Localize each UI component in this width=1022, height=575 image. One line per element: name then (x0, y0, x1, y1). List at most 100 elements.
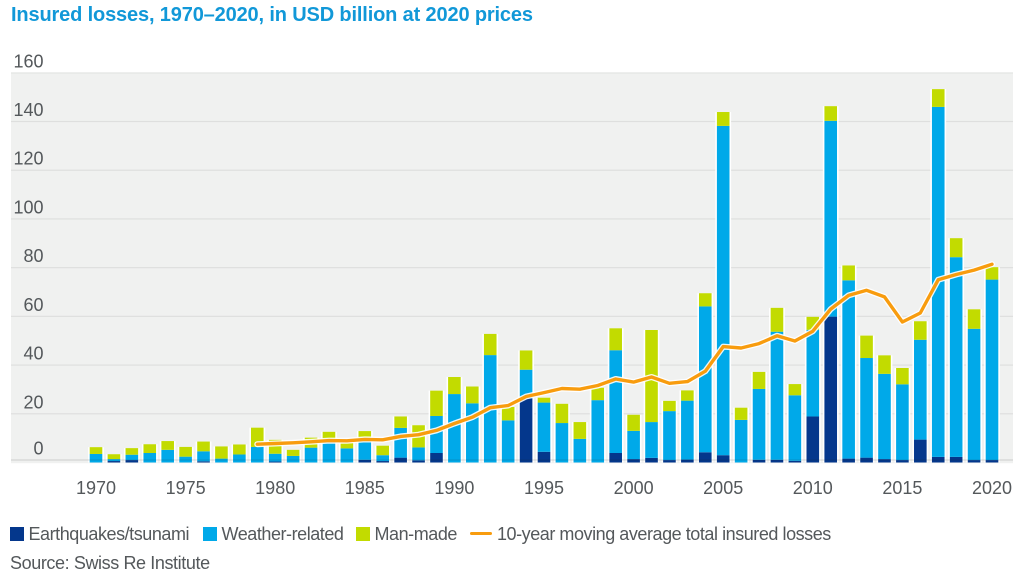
legend-item-moving-average: 10-year moving average total insured los… (470, 523, 831, 544)
bar-segment (591, 387, 605, 401)
bar-segment (268, 461, 282, 463)
x-tick-label: 2015 (882, 478, 922, 498)
bar-segment (842, 280, 855, 459)
gridline (11, 120, 1013, 123)
bar-segment (215, 458, 228, 463)
bar-segment (394, 427, 407, 458)
bar-segment (663, 460, 676, 463)
legend-item-man-made: Man-made (356, 523, 458, 544)
bar-segment (430, 453, 443, 463)
bar-segment (716, 125, 730, 456)
gridline (11, 315, 1013, 317)
gridline (11, 267, 1013, 269)
y-tick-label: 100 (13, 197, 43, 217)
bar-segment (107, 459, 121, 462)
bar-segment (197, 451, 210, 462)
bar-segment (250, 446, 264, 463)
y-tick-label: 120 (13, 149, 43, 169)
bar-segment (860, 335, 873, 359)
bar-segment (609, 328, 622, 351)
bar-segment (698, 293, 712, 307)
bar-segment (179, 456, 192, 463)
bar-segment (770, 459, 784, 463)
x-tick-label: 1970 (76, 478, 116, 498)
x-tick-label: 1980 (255, 478, 295, 498)
bar-segment (609, 453, 622, 463)
legend-label-moving-average: 10-year moving average total insured los… (497, 523, 831, 544)
bar-segment (125, 454, 139, 461)
bar-segment (304, 447, 318, 463)
bar-segment (376, 445, 390, 456)
weather-swatch-icon (203, 526, 217, 541)
bar-segment (985, 267, 999, 280)
bar-segment (734, 419, 748, 463)
bar-segment (143, 444, 157, 454)
bar-segment (896, 384, 909, 461)
gridline (11, 218, 1013, 220)
bar-segment (537, 397, 551, 403)
bar-segment (842, 265, 855, 281)
bar-segment (537, 402, 551, 452)
bar-segment (340, 443, 354, 449)
bar-segment (842, 458, 855, 463)
bar-segment (681, 400, 694, 460)
bar-segment (627, 459, 640, 463)
bar-segment (698, 452, 712, 463)
bar-segment (448, 377, 461, 395)
bar-segment (806, 329, 820, 417)
bar-segment (949, 257, 963, 457)
bar-segment (949, 456, 963, 463)
bar-segment (340, 448, 354, 463)
bar-segment (358, 431, 372, 441)
x-tick-label: 2010 (793, 478, 833, 498)
bar-segment (752, 388, 766, 460)
bar-segment (627, 414, 640, 431)
man-made-swatch-icon (356, 526, 370, 541)
gridline (11, 169, 1013, 171)
bar-segment (286, 455, 300, 463)
bar-segment (197, 461, 210, 463)
bar-segment (125, 460, 139, 463)
legend-item-weather: Weather-related (203, 525, 344, 543)
bar-segment (752, 459, 766, 463)
bar-segment (788, 460, 802, 463)
bar-segment (376, 455, 390, 462)
bar-segment (824, 106, 838, 121)
x-tick-label: 1995 (524, 478, 564, 498)
bar-segment (519, 350, 533, 370)
bar-segment (734, 407, 748, 420)
moving-average-line (255, 262, 994, 446)
bar-segment (752, 371, 766, 389)
bar-segment (573, 438, 587, 463)
bar-segment (931, 456, 945, 463)
moving-average-line-icon (470, 531, 492, 536)
bar-segment (645, 422, 658, 458)
bar-segment (931, 89, 945, 107)
y-tick-label: 140 (13, 100, 43, 120)
bar-segment (233, 444, 246, 455)
bar-segment (860, 457, 873, 463)
bar-segment (555, 423, 569, 463)
bar-segment (878, 373, 891, 460)
y-tick-label: 80 (23, 246, 43, 266)
bar-segment (788, 395, 802, 461)
legend-label-man-made: Man-made (374, 523, 458, 544)
y-tick-label: 0 (33, 439, 43, 459)
y-tick-label: 40 (23, 344, 43, 364)
bar-segment (107, 461, 121, 463)
x-tick-label: 2020 (972, 478, 1012, 498)
y-tick-label: 60 (23, 295, 43, 315)
x-tick-label: 1990 (434, 478, 474, 498)
bar-segment (985, 279, 999, 461)
bar-segment (89, 453, 103, 463)
bar-segment (967, 328, 981, 461)
y-tick-label: 20 (23, 392, 43, 412)
bar-segment (161, 449, 174, 463)
bar-segment (215, 446, 228, 459)
bar-segment (967, 309, 981, 329)
bar-segment (394, 416, 407, 428)
bar-segment (716, 112, 730, 126)
bar-segment (107, 454, 121, 460)
chart-title: Insured losses, 1970–2020, in USD billio… (11, 4, 533, 26)
